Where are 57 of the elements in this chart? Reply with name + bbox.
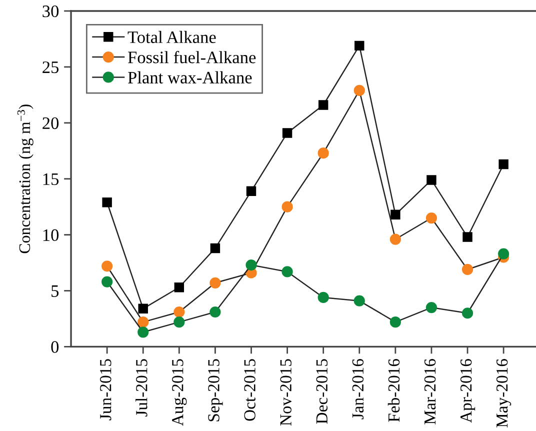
point: [246, 186, 256, 196]
x-tick-label: Oct-2015: [244, 359, 256, 421]
point: [318, 292, 329, 304]
point: [210, 277, 221, 288]
point: [462, 264, 474, 276]
point: [246, 259, 257, 271]
point: [462, 308, 474, 319]
point: [354, 84, 365, 96]
x-tick-label: Mar-2016: [424, 359, 436, 424]
point: [282, 128, 292, 138]
point: [210, 243, 220, 254]
x-tick-label: Sep-2015: [208, 359, 223, 422]
point: [282, 266, 293, 278]
y-tick-label: 10: [43, 229, 59, 241]
point: [282, 201, 293, 212]
point: [390, 234, 401, 245]
point: [174, 316, 185, 328]
x-tick-label: Jan-2016: [352, 359, 364, 420]
point: [354, 295, 365, 306]
point: [174, 306, 185, 318]
point: [498, 248, 510, 260]
point: [174, 282, 184, 292]
point: [390, 210, 400, 220]
y-tick-label: 30: [42, 5, 59, 18]
x-tick-label: May-2016: [496, 359, 512, 428]
point: [426, 212, 438, 224]
legend-label: Total Alkane: [128, 30, 216, 44]
point: [102, 276, 113, 288]
x-tick-label: Jul-2015: [136, 359, 148, 416]
point: [426, 175, 436, 185]
y-tick-label: 25: [42, 61, 59, 74]
point: [102, 197, 112, 208]
point: [138, 304, 148, 314]
legend-label: Plant wax-Alkane: [128, 71, 252, 84]
y-tick-label: 15: [43, 173, 59, 186]
point: [354, 40, 364, 51]
point: [102, 260, 113, 272]
point: [462, 232, 472, 242]
point: [318, 148, 329, 159]
y-tick-label: 5: [52, 285, 59, 297]
point: [138, 316, 149, 328]
x-tick-label: Nov-2015: [280, 359, 292, 426]
point: [210, 306, 221, 318]
x-tick-label: Aug-2015: [172, 359, 187, 426]
x-tick-label: Jun-2015: [100, 359, 112, 420]
point: [498, 159, 508, 170]
x-tick-label: Dec-2015: [316, 359, 328, 424]
y-tick-label: 20: [42, 117, 59, 130]
x-tick-label: Feb-2016: [388, 359, 400, 422]
y-tick-label: 0: [51, 341, 59, 353]
point: [390, 316, 401, 328]
x-tick-label: Apr-2016: [460, 359, 476, 423]
point: [318, 100, 328, 110]
point: [138, 326, 149, 338]
legend-label: Fossil fuel-Alkane: [128, 50, 256, 64]
point: [426, 302, 438, 314]
y-axis-title: Concentration (ng m$^{−3}$): [17, 104, 34, 254]
